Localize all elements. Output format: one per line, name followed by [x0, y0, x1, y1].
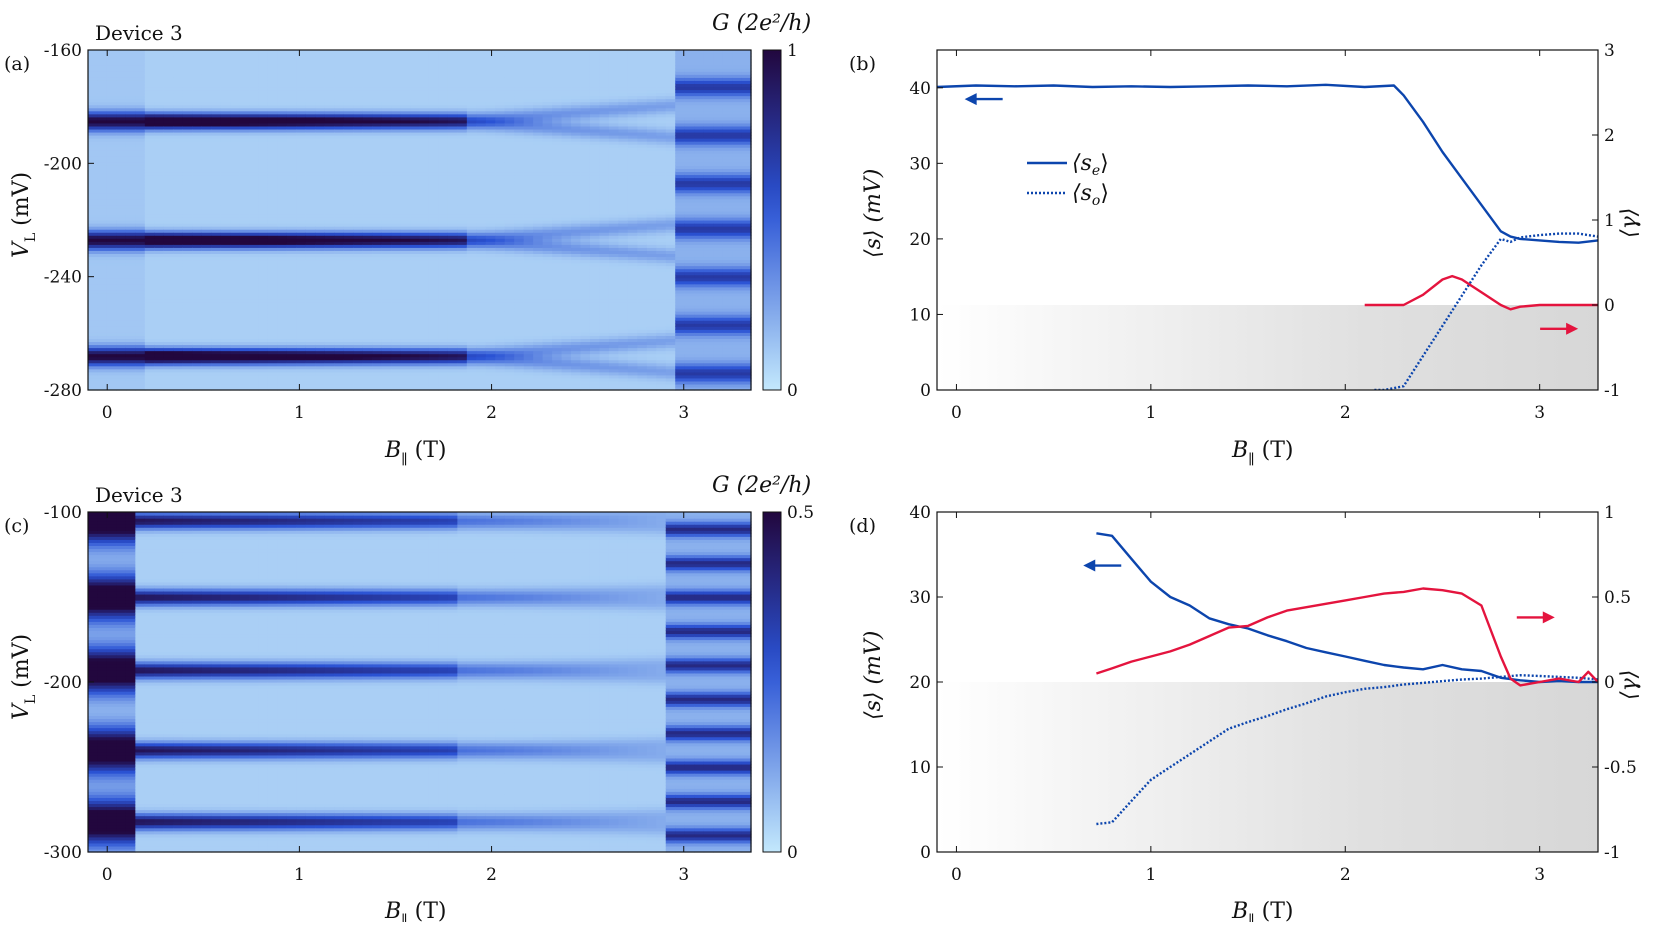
panel-label-a: (a) — [4, 53, 30, 75]
heatmap-a — [88, 50, 752, 391]
device-label-a: Device 3 — [95, 21, 183, 45]
